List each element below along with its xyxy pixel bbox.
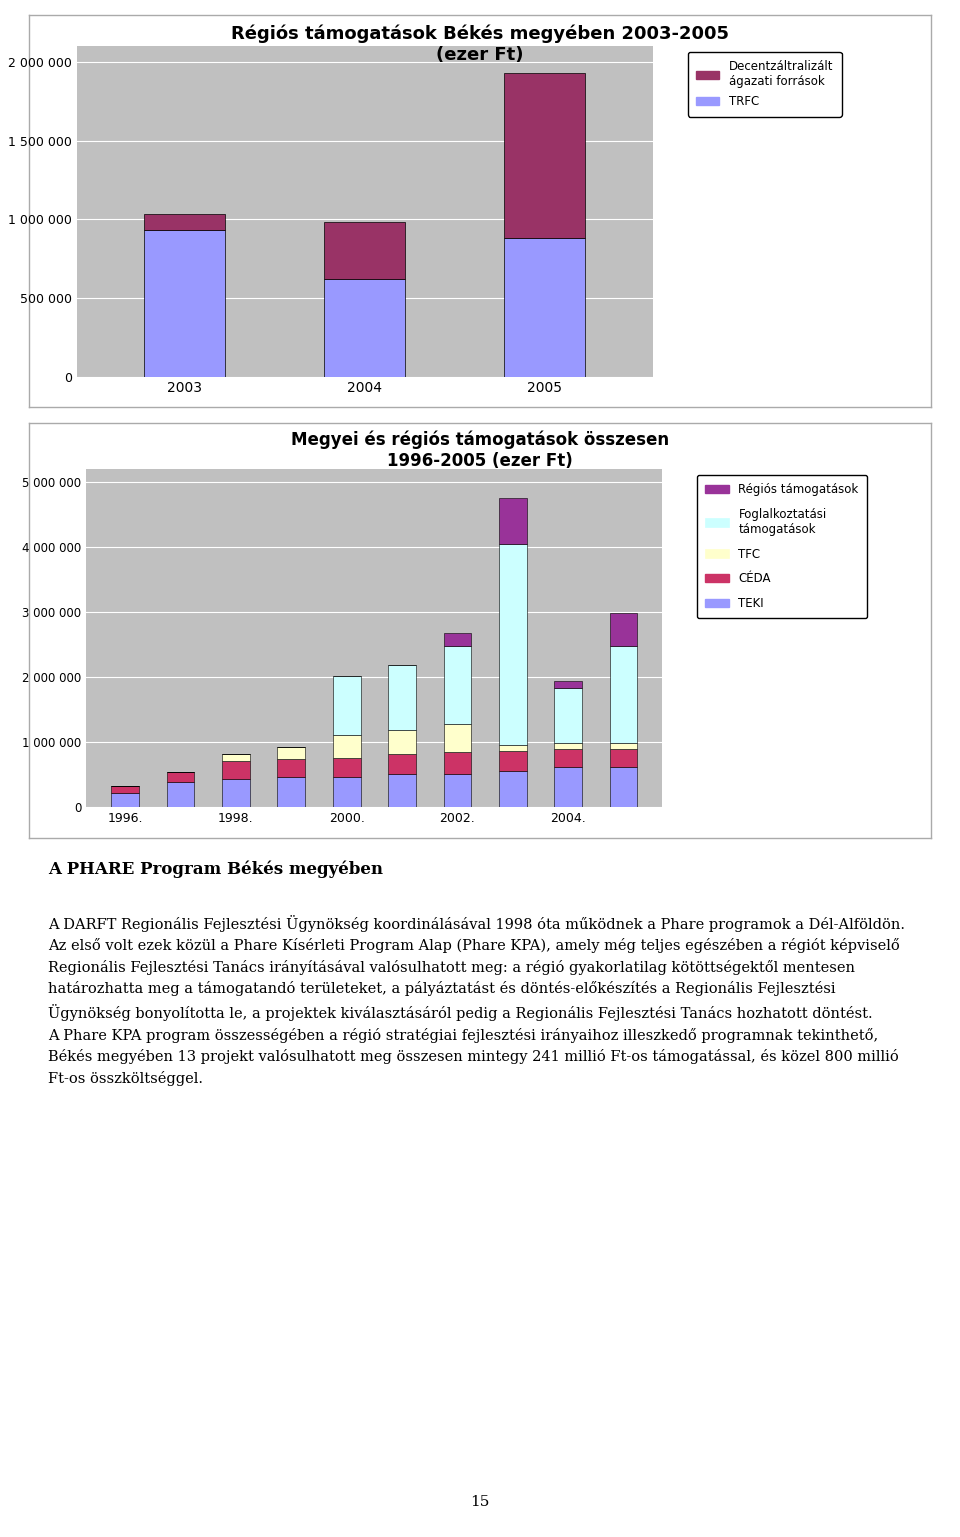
Bar (388, 730, 416, 755)
Bar (144, 215, 226, 231)
Bar (277, 759, 305, 778)
Bar (610, 744, 637, 749)
Text: A PHARE Program Békés megyében: A PHARE Program Békés megyében (48, 861, 383, 878)
Text: A DARFT Regionális Fejlesztési Ügynökség koordinálásával 1998 óta működnek a Pha: A DARFT Regionális Fejlesztési Ügynökség… (48, 915, 905, 1085)
Bar (222, 761, 250, 779)
Bar (388, 755, 416, 773)
Bar (610, 749, 637, 767)
Bar (277, 778, 305, 807)
Bar (499, 752, 527, 770)
Bar (610, 613, 637, 646)
Bar (324, 280, 405, 377)
Bar (499, 498, 527, 544)
Bar (333, 735, 361, 758)
Bar (555, 767, 582, 807)
Text: Régiós támogatások Békés megyében 2003-2005
(ezer Ft): Régiós támogatások Békés megyében 2003-2… (231, 25, 729, 65)
Bar (324, 223, 405, 280)
Bar (499, 544, 527, 745)
Text: Megyei és régiós támogatások összesen
1996-2005 (ezer Ft): Megyei és régiós támogatások összesen 19… (291, 430, 669, 470)
Bar (499, 745, 527, 752)
Bar (167, 773, 194, 782)
Bar (504, 238, 586, 377)
Bar (555, 689, 582, 744)
Bar (277, 747, 305, 759)
Bar (444, 646, 471, 724)
Bar (555, 744, 582, 749)
Bar (333, 676, 361, 735)
Bar (388, 664, 416, 730)
Bar (555, 681, 582, 689)
Bar (555, 749, 582, 767)
Bar (333, 758, 361, 778)
Bar (222, 779, 250, 807)
Bar (222, 755, 250, 761)
Bar (504, 72, 586, 238)
Bar (167, 782, 194, 807)
Bar (444, 633, 471, 646)
Bar (610, 646, 637, 744)
Bar (333, 778, 361, 807)
Legend: Decentzáltralizált
ágazati források, TRFC: Decentzáltralizált ágazati források, TRF… (687, 52, 842, 117)
Bar (111, 785, 139, 793)
Bar (144, 231, 226, 377)
Bar (499, 770, 527, 807)
Legend: Régiós támogatások, Foglalkoztatási
támogatások, TFC, CÉDA, TEKI: Régiós támogatások, Foglalkoztatási támo… (697, 475, 867, 618)
Bar (610, 767, 637, 807)
Bar (444, 773, 471, 807)
Bar (388, 773, 416, 807)
Bar (444, 752, 471, 773)
Bar (111, 793, 139, 807)
Text: 15: 15 (470, 1496, 490, 1509)
Bar (444, 724, 471, 752)
